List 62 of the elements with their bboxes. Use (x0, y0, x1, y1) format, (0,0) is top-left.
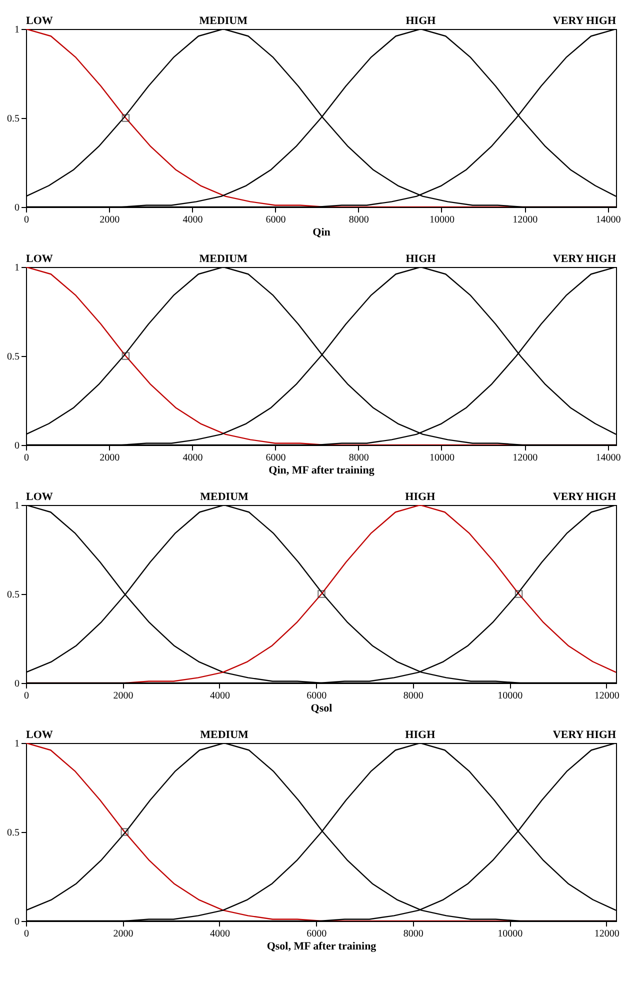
x-tick-label: 0 (24, 214, 29, 226)
x-tick-label: 12000 (512, 214, 538, 226)
x-tick-label: 2000 (113, 928, 134, 940)
x-tick-label: 0 (24, 690, 29, 702)
y-tick-label: 1 (14, 262, 20, 274)
x-axis-title: Qin (312, 226, 330, 238)
y-tick-label: 0 (14, 202, 20, 214)
x-tick-label: 8000 (403, 928, 424, 940)
y-tick-label: 0 (14, 916, 20, 928)
y-tick-label: 1 (14, 24, 20, 36)
y-tick-label: 0.5 (7, 828, 20, 838)
series-label: VERY HIGH (552, 491, 616, 503)
x-tick-label: 4000 (182, 214, 203, 226)
y-tick-label: 0 (14, 678, 20, 690)
x-tick-label: 8000 (403, 690, 424, 702)
x-tick-label: 12000 (594, 690, 620, 702)
series-label: LOW (26, 729, 53, 741)
x-tick-label: 2000 (100, 214, 120, 226)
x-tick-label: 8000 (348, 452, 369, 464)
x-tick-label: 6000 (306, 690, 327, 702)
y-tick-label: 0 (14, 440, 20, 452)
series-label: VERY HIGH (552, 729, 616, 741)
y-tick-label: 0.5 (7, 590, 20, 600)
x-tick-label: 12000 (594, 928, 620, 940)
x-tick-label: 10000 (429, 452, 454, 464)
x-tick-label: 8000 (348, 214, 369, 226)
series-label: MEDIUM (199, 15, 248, 27)
x-tick-label: 14000 (596, 452, 621, 464)
x-tick-label: 12000 (512, 452, 538, 464)
series-label: VERY HIGH (552, 253, 616, 265)
y-tick-label: 1 (14, 500, 20, 512)
x-tick-label: 6000 (266, 214, 286, 226)
series-label: HIGH (406, 253, 436, 265)
series-label: HIGH (405, 491, 436, 503)
x-axis-title: Qin, MF after training (268, 464, 375, 476)
x-axis-title: Qsol (310, 702, 332, 714)
x-tick-label: 2000 (100, 452, 120, 464)
x-tick-label: 6000 (306, 928, 327, 940)
series-label: MEDIUM (200, 729, 250, 741)
series-label: LOW (26, 491, 53, 503)
series-label: HIGH (405, 729, 436, 741)
y-tick-label: 0.5 (7, 114, 20, 124)
x-tick-label: 4000 (210, 690, 230, 702)
x-tick-label: 4000 (210, 928, 230, 940)
series-label: MEDIUM (200, 491, 250, 503)
x-tick-label: 10000 (498, 928, 523, 940)
x-tick-label: 10000 (498, 690, 523, 702)
x-tick-label: 6000 (266, 452, 286, 464)
x-tick-label: 4000 (182, 452, 203, 464)
series-label: VERY HIGH (552, 15, 616, 27)
x-tick-label: 0 (24, 928, 29, 940)
x-tick-label: 2000 (113, 690, 134, 702)
x-tick-label: 10000 (429, 214, 454, 226)
x-axis-title: Qsol, MF after training (266, 940, 377, 952)
x-tick-label: 14000 (596, 214, 621, 226)
y-tick-label: 1 (14, 738, 20, 750)
series-label: MEDIUM (199, 253, 248, 265)
series-label: LOW (26, 15, 53, 27)
y-tick-label: 0.5 (7, 352, 20, 362)
series-label: HIGH (406, 15, 436, 27)
x-tick-label: 0 (24, 452, 29, 464)
series-label: LOW (26, 253, 53, 265)
